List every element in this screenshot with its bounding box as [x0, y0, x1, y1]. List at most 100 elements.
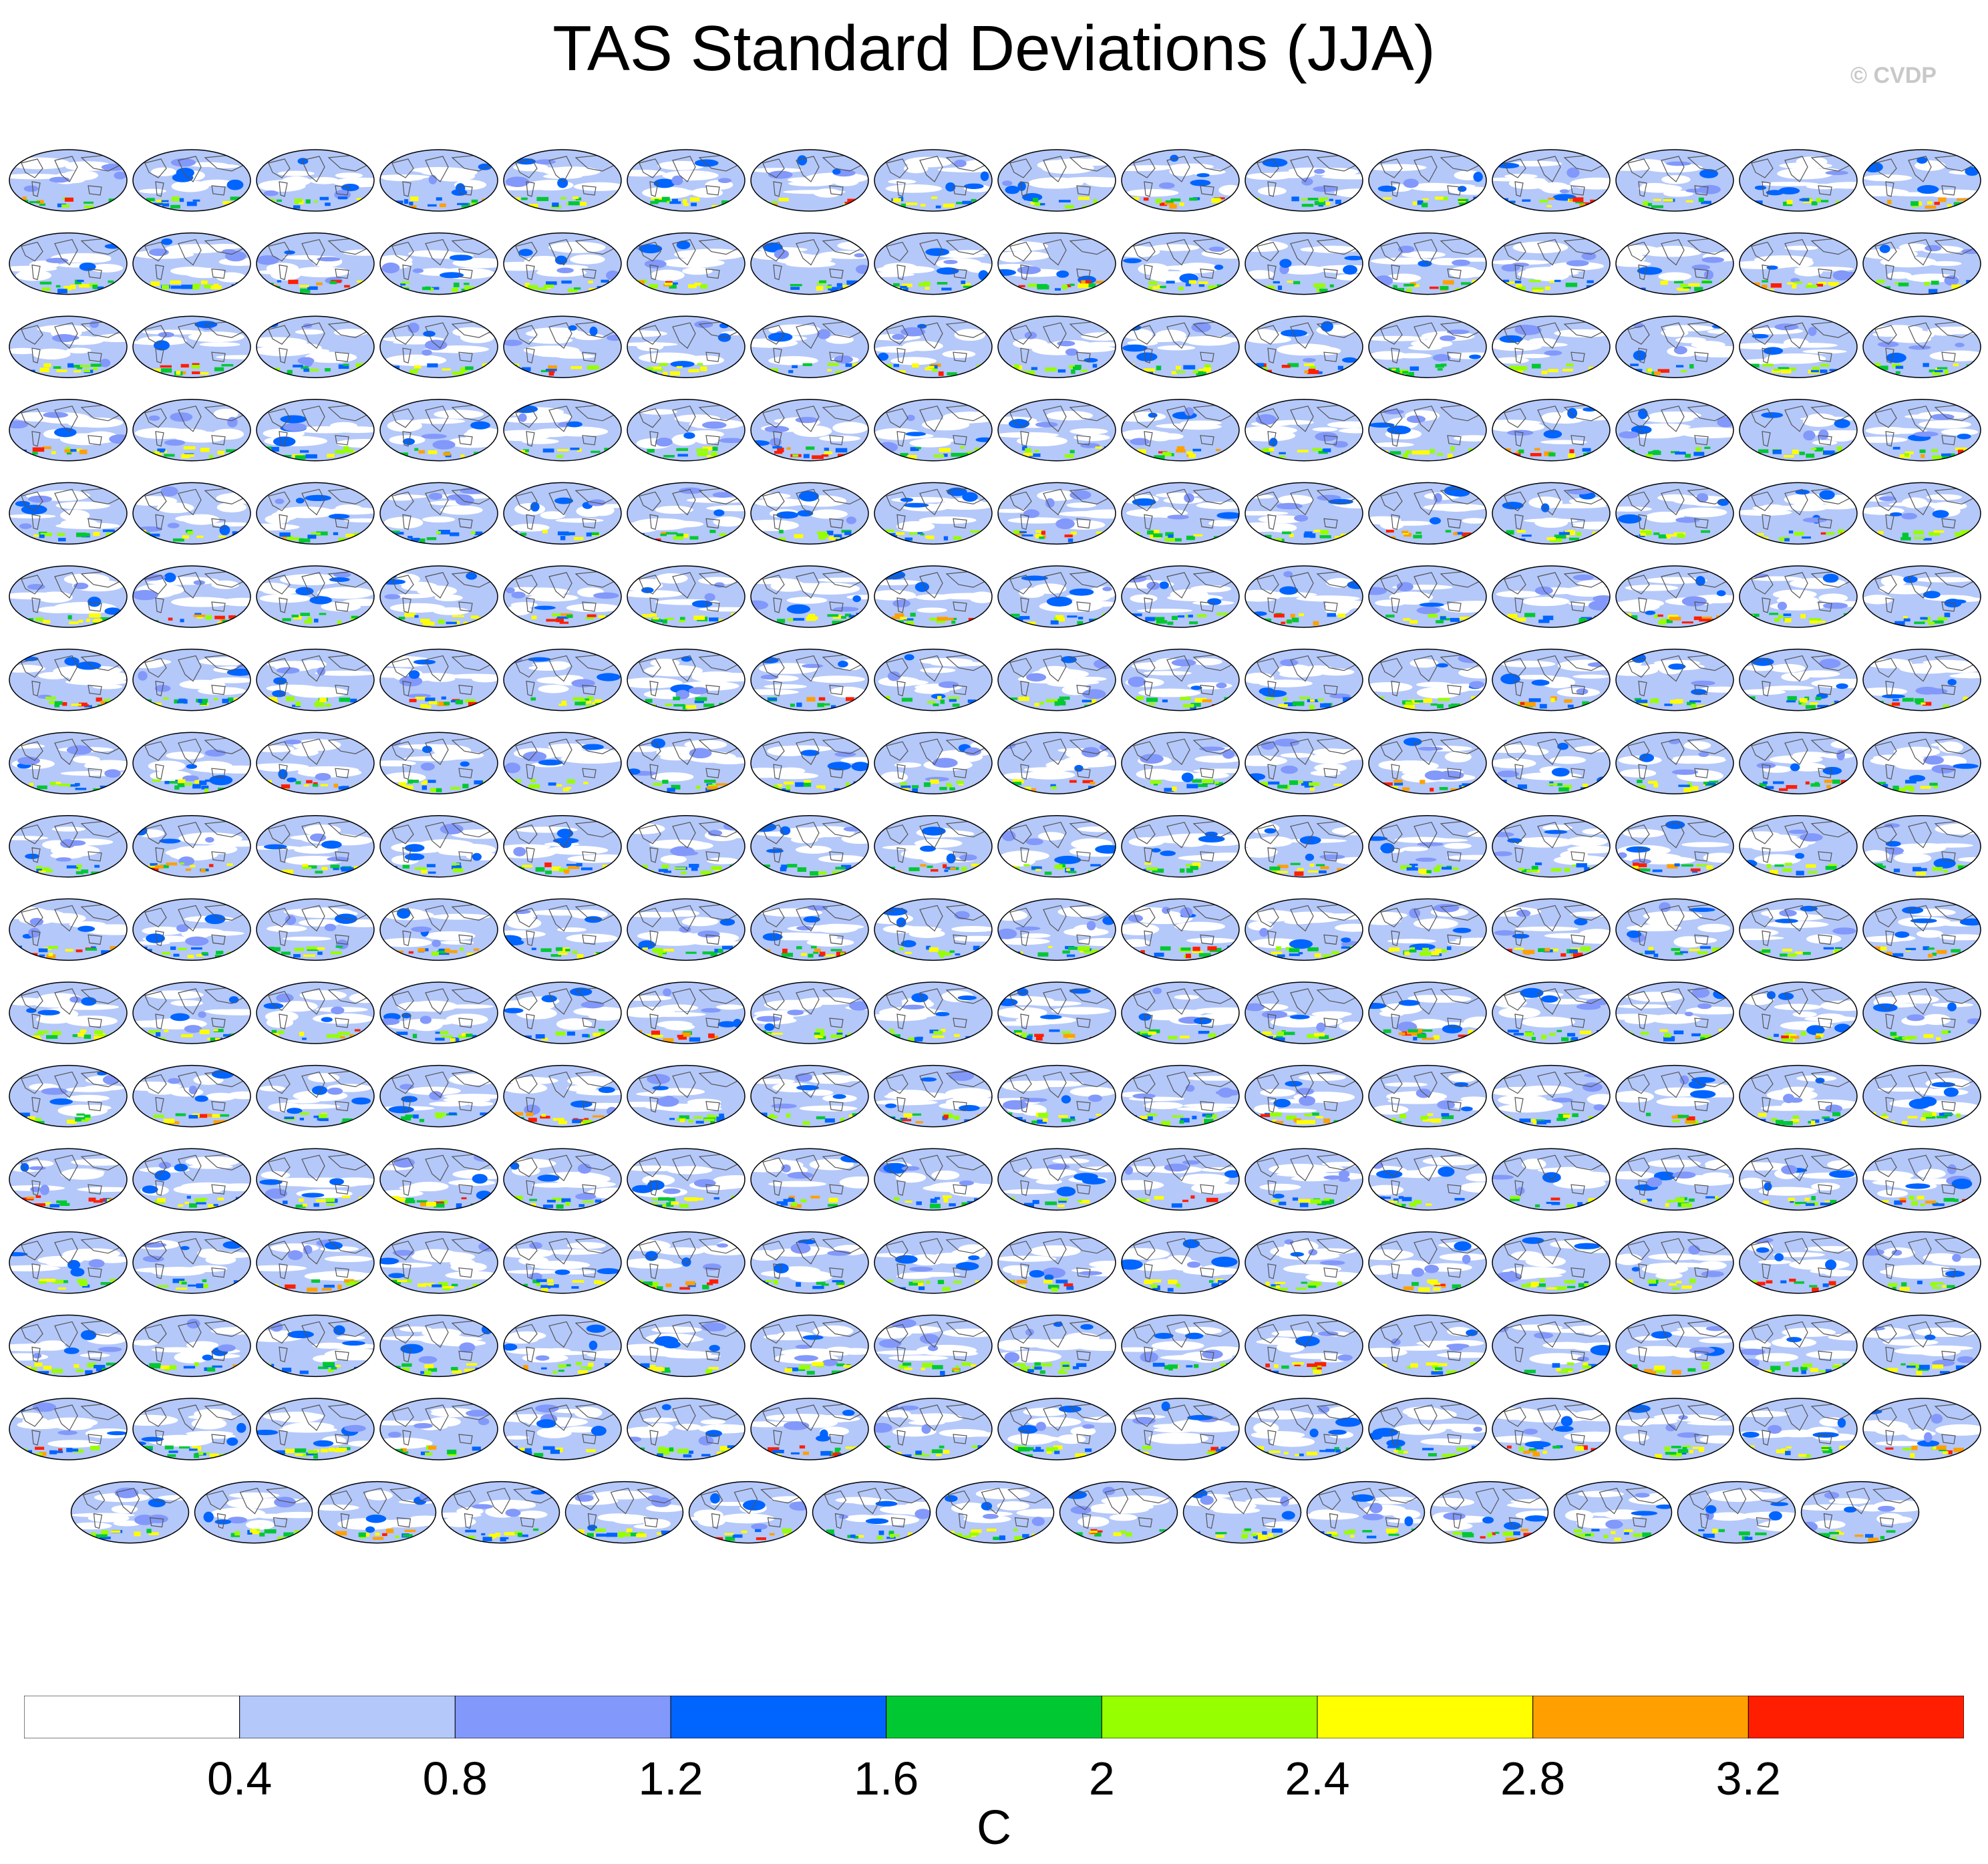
colorbar-swatch: [239, 1695, 456, 1739]
map-panel: [1245, 815, 1363, 878]
map-panel: [627, 482, 746, 545]
map-panel: [379, 565, 498, 628]
map-panel: [379, 232, 498, 295]
colorbar-swatch: [886, 1695, 1102, 1739]
map-panel: [256, 1314, 375, 1378]
map-panel: [132, 1231, 251, 1294]
map-panel: [1492, 648, 1611, 712]
map-panel: [1121, 648, 1240, 712]
colorbar-swatches: [23, 1695, 1965, 1739]
map-panel: [997, 898, 1116, 961]
map-panel: [1615, 1398, 1734, 1460]
map-panel: [132, 981, 251, 1044]
map-panel: [1121, 149, 1240, 212]
map-panel: [874, 399, 993, 462]
map-panel: [874, 815, 993, 878]
map-panel: [750, 1064, 869, 1128]
map-panel: [997, 981, 1116, 1044]
map-panel: [1368, 981, 1487, 1044]
map-panel: [1862, 815, 1981, 878]
map-panel: [256, 648, 375, 712]
map-panel: [1121, 815, 1240, 878]
map-panel: [750, 315, 869, 378]
map-panel: [1121, 1314, 1240, 1378]
map-panel: [1121, 315, 1240, 378]
map-panel: [1739, 315, 1858, 378]
map-panel: [1492, 898, 1611, 961]
map-panel: [750, 482, 869, 545]
map-panel: [1615, 1064, 1734, 1128]
map-panel: [379, 1148, 498, 1211]
map-panel: [874, 565, 993, 628]
colorbar-tick-label: 2.4: [1285, 1752, 1350, 1805]
map-panel: [1245, 648, 1363, 712]
map-panel: [379, 1314, 498, 1378]
map-panel: [9, 898, 128, 961]
map-panel: [256, 815, 375, 878]
cvdp-watermark: © CVDP: [1850, 63, 1937, 88]
map-panel: [1245, 399, 1363, 462]
colorbar: 0.4 0.8 1.2 1.6 2 2.4 2.8 3.2: [23, 1695, 1965, 1805]
map-panel: [503, 898, 622, 961]
map-panel: [1615, 1148, 1734, 1211]
map-panel: [1739, 399, 1858, 462]
colorbar-tick-label: 2: [1088, 1752, 1115, 1805]
map-panel: [1368, 399, 1487, 462]
map-panel: [750, 898, 869, 961]
colorbar-swatch: [1532, 1695, 1749, 1739]
map-panel: [1739, 898, 1858, 961]
map-panel: [256, 565, 375, 628]
colorbar-tick-label: 3.2: [1715, 1752, 1781, 1805]
map-panel: [379, 648, 498, 712]
map-panel: [1368, 1064, 1487, 1128]
map-panel: [503, 315, 622, 378]
map-panel: [1739, 1398, 1858, 1460]
map-panel: [874, 149, 993, 212]
map-panel: [997, 648, 1116, 712]
map-panel: [750, 149, 869, 212]
map-panel: [1862, 399, 1981, 462]
map-panel: [1862, 565, 1981, 628]
map-panel: [1862, 232, 1981, 295]
map-panel: [1492, 149, 1611, 212]
map-panel: [132, 149, 251, 212]
map-panel: [256, 399, 375, 462]
map-panel: [256, 1231, 375, 1294]
map-panel: [1492, 482, 1611, 545]
map-panel: [1368, 1231, 1487, 1294]
map-panel: [1553, 1481, 1673, 1544]
map-panel: [503, 1231, 622, 1294]
colorbar-tick-label: 1.6: [854, 1752, 919, 1805]
map-panel: [627, 1231, 746, 1294]
map-panel: [1245, 232, 1363, 295]
map-panel: [256, 149, 375, 212]
map-panel: [9, 1148, 128, 1211]
map-panel: [9, 1064, 128, 1128]
map-panel: [874, 981, 993, 1044]
map-panel: [132, 898, 251, 961]
map-panel: [1615, 315, 1734, 378]
colorbar-swatch: [670, 1695, 887, 1739]
map-panel: [132, 232, 251, 295]
map-panel: [627, 981, 746, 1044]
map-panel: [9, 815, 128, 878]
map-panel: [997, 732, 1116, 794]
map-panel: [997, 232, 1116, 295]
map-panel: [132, 1398, 251, 1460]
map-panel: [874, 315, 993, 378]
map-panel: [1245, 149, 1363, 212]
map-panel: [750, 565, 869, 628]
map-panel: [1492, 232, 1611, 295]
colorbar-tick-label: 0.4: [207, 1752, 273, 1805]
map-panel: [9, 399, 128, 462]
map-panel: [1121, 1231, 1240, 1294]
map-panel: [9, 232, 128, 295]
colorbar-swatch: [1748, 1695, 1965, 1739]
map-panel: [1862, 482, 1981, 545]
map-panel: [1368, 1398, 1487, 1460]
map-panel: [379, 399, 498, 462]
map-panel: [627, 399, 746, 462]
map-panel: [1862, 898, 1981, 961]
map-panel: [503, 565, 622, 628]
map-panel: [503, 648, 622, 712]
